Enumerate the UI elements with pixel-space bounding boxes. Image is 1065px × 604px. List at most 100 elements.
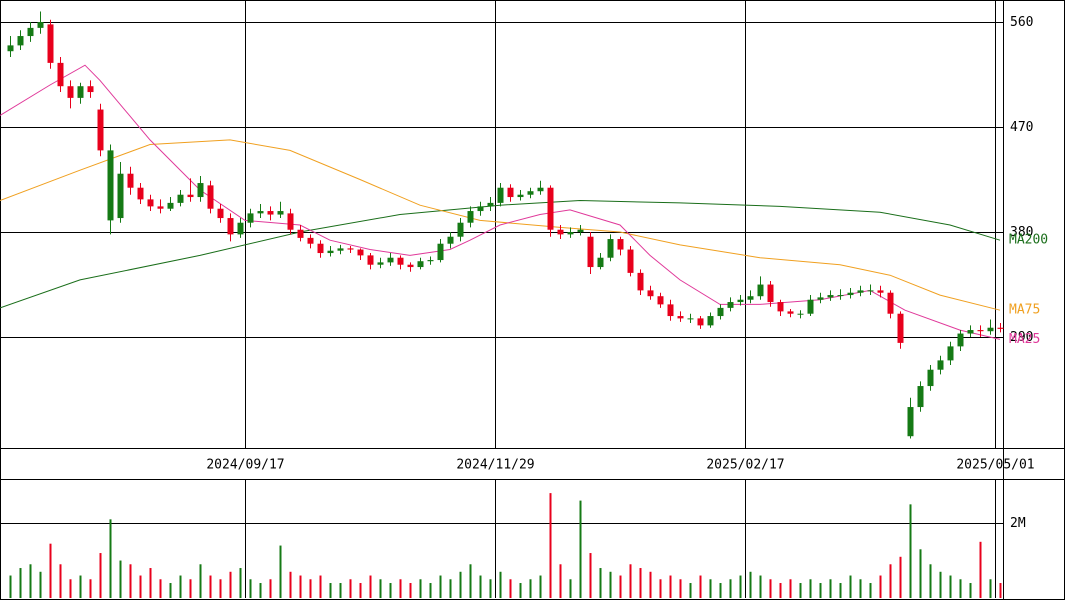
candle-body xyxy=(977,330,984,332)
candle-body xyxy=(687,318,694,320)
volume-bar xyxy=(209,575,212,598)
volume-bar xyxy=(299,575,302,598)
volume-bar xyxy=(589,553,592,598)
volume-bar xyxy=(729,579,732,598)
legend-label: MA200 xyxy=(1009,233,1048,248)
candle-body xyxy=(857,290,864,293)
volume-bar xyxy=(839,583,842,598)
candle-body xyxy=(807,299,814,314)
volume-bar xyxy=(99,553,102,598)
volume-bar xyxy=(809,579,812,598)
candle-body xyxy=(767,284,774,303)
volume-bar xyxy=(799,583,802,598)
candle-body xyxy=(87,86,94,93)
grid xyxy=(0,0,1003,598)
volume-bar xyxy=(309,579,312,598)
volume-bar xyxy=(499,571,502,598)
ma-line xyxy=(0,199,1001,309)
candle-body xyxy=(777,302,784,312)
volume-bar xyxy=(489,579,492,598)
candle-body xyxy=(957,333,964,347)
x-tick-label: 2024/11/29 xyxy=(456,458,534,473)
volume-bar xyxy=(849,575,852,598)
candle-body xyxy=(237,222,244,235)
volume-bar xyxy=(139,575,142,598)
volume-bar xyxy=(159,579,162,598)
candle-body xyxy=(57,62,64,87)
volume-bar xyxy=(619,575,622,598)
candle-body xyxy=(787,311,794,314)
volume-bar xyxy=(889,564,892,598)
candle-body xyxy=(867,290,874,292)
candle-body xyxy=(737,299,744,303)
volume-bar xyxy=(49,543,52,598)
candle-body xyxy=(877,290,884,293)
volume-bar xyxy=(759,575,762,598)
volume-bar xyxy=(719,583,722,598)
volume-bar xyxy=(119,560,122,598)
candle-body xyxy=(17,36,24,46)
candle-body xyxy=(707,316,714,326)
x-tick-label: 2025/05/01 xyxy=(956,458,1034,473)
volume-bar xyxy=(949,575,952,598)
candle-body xyxy=(517,194,524,198)
candle-body xyxy=(187,194,194,198)
candle-body xyxy=(397,257,404,265)
candle-body xyxy=(967,330,974,334)
candle-body xyxy=(827,295,834,298)
volume-bar xyxy=(479,575,482,598)
candle-body xyxy=(657,296,664,305)
candle-body xyxy=(507,187,514,198)
volume-bar xyxy=(389,583,392,598)
candle-body xyxy=(177,194,184,203)
volume-bar xyxy=(869,583,872,598)
volume-bar xyxy=(129,564,132,598)
candle-body xyxy=(167,202,174,209)
candle-body xyxy=(297,229,304,238)
volume-bar xyxy=(539,575,542,598)
volume-bar xyxy=(379,579,382,598)
legend-label: MA75 xyxy=(1009,303,1040,318)
volume-bar xyxy=(399,579,402,598)
candle-body xyxy=(567,232,574,235)
candle-body xyxy=(227,218,234,235)
volume-bar xyxy=(259,583,262,598)
volume-bar xyxy=(639,568,642,598)
volume-bar xyxy=(269,579,272,598)
volume-bar xyxy=(829,579,832,598)
candle-body xyxy=(417,261,424,268)
candle-body xyxy=(587,236,594,268)
volume-bar xyxy=(369,575,372,598)
volume-bar xyxy=(79,575,82,598)
candle-body xyxy=(757,284,764,297)
candle-body xyxy=(217,208,224,219)
volume-bar xyxy=(189,579,192,598)
volume-bar xyxy=(419,579,422,598)
candle-body xyxy=(427,260,434,262)
candle-body xyxy=(907,407,914,437)
candle-body xyxy=(407,264,414,268)
volume-bar xyxy=(969,583,972,598)
candle-body xyxy=(357,249,364,256)
volume-bar xyxy=(519,583,522,598)
volume-bar xyxy=(229,571,232,598)
ma-line xyxy=(0,139,1001,311)
candle-body xyxy=(377,262,384,265)
volume-bar xyxy=(919,549,922,598)
candle-body xyxy=(207,185,214,209)
candle-body xyxy=(117,173,124,219)
candle-body xyxy=(147,199,154,207)
candle-body xyxy=(367,255,374,265)
volume-bar xyxy=(149,568,152,598)
volume-bar xyxy=(569,579,572,598)
volume-bar xyxy=(109,519,112,598)
candle-body xyxy=(67,86,74,98)
volume-bar xyxy=(989,579,992,598)
candle-body xyxy=(247,213,254,223)
candle-body xyxy=(327,250,334,254)
candle-body xyxy=(717,307,724,317)
volume-bar xyxy=(329,583,332,598)
candle-body xyxy=(197,183,204,198)
